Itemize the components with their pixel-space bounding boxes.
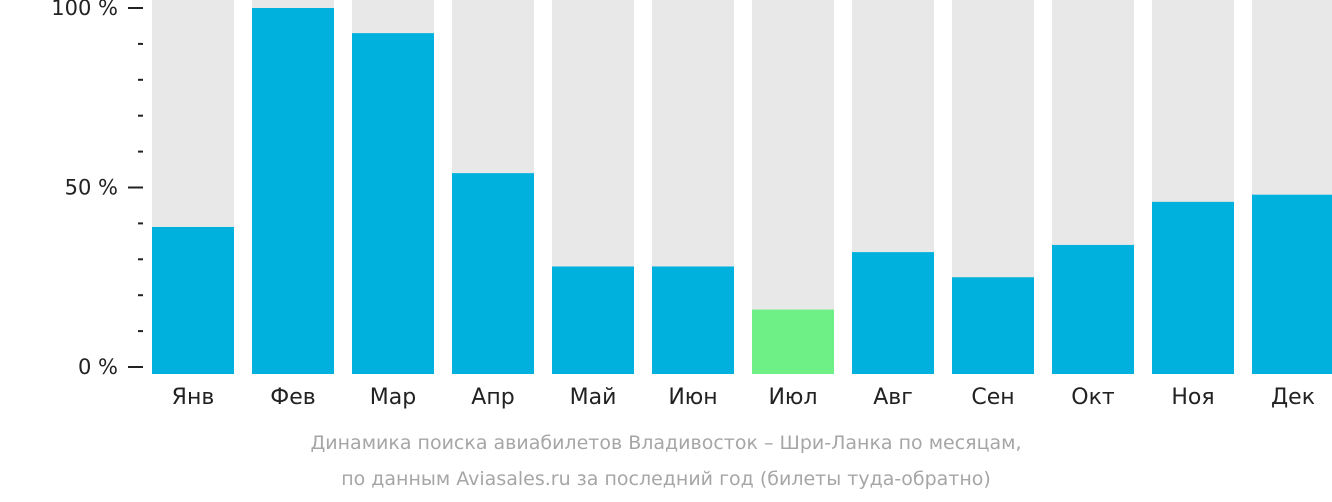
x-tick-label: Янв — [172, 385, 215, 410]
y-tick-label: 50 % — [65, 176, 118, 200]
x-tick-label: Июл — [768, 385, 817, 410]
bar — [252, 8, 334, 374]
x-tick-label: Сен — [971, 385, 1014, 410]
x-tick-label: Дек — [1271, 385, 1315, 410]
bar — [852, 252, 934, 374]
x-tick-label: Ноя — [1171, 385, 1214, 410]
x-tick-label: Мар — [370, 385, 416, 410]
x-tick-label: Окт — [1071, 385, 1115, 410]
x-tick-label: Май — [570, 385, 617, 410]
bar — [352, 33, 434, 374]
y-tick-label: 100 % — [51, 0, 118, 20]
x-tick-label: Июн — [668, 385, 717, 410]
bar-chart: 0 % 50 % 100 % Янв Фев Мар Апр Май Июн Июл Авг Сен О… — [51, 0, 1332, 410]
bar — [552, 266, 634, 374]
bar — [452, 173, 534, 374]
x-tick-label: Фев — [270, 385, 315, 410]
bar — [1252, 194, 1332, 374]
x-tick-label: Авг — [873, 385, 913, 410]
bar — [152, 226, 234, 374]
x-tick-label: Апр — [471, 385, 514, 410]
y-tick-label: 0 % — [78, 355, 118, 379]
chart-caption-line-2: по данным Aviasales.ru за последний год … — [341, 468, 991, 490]
bar — [1052, 244, 1134, 374]
bar — [1152, 201, 1234, 374]
bar — [752, 309, 834, 374]
chart-caption-line-1: Динамика поиска авиабилетов Владивосток … — [310, 432, 1022, 454]
bar — [952, 277, 1034, 374]
bar — [652, 266, 734, 374]
